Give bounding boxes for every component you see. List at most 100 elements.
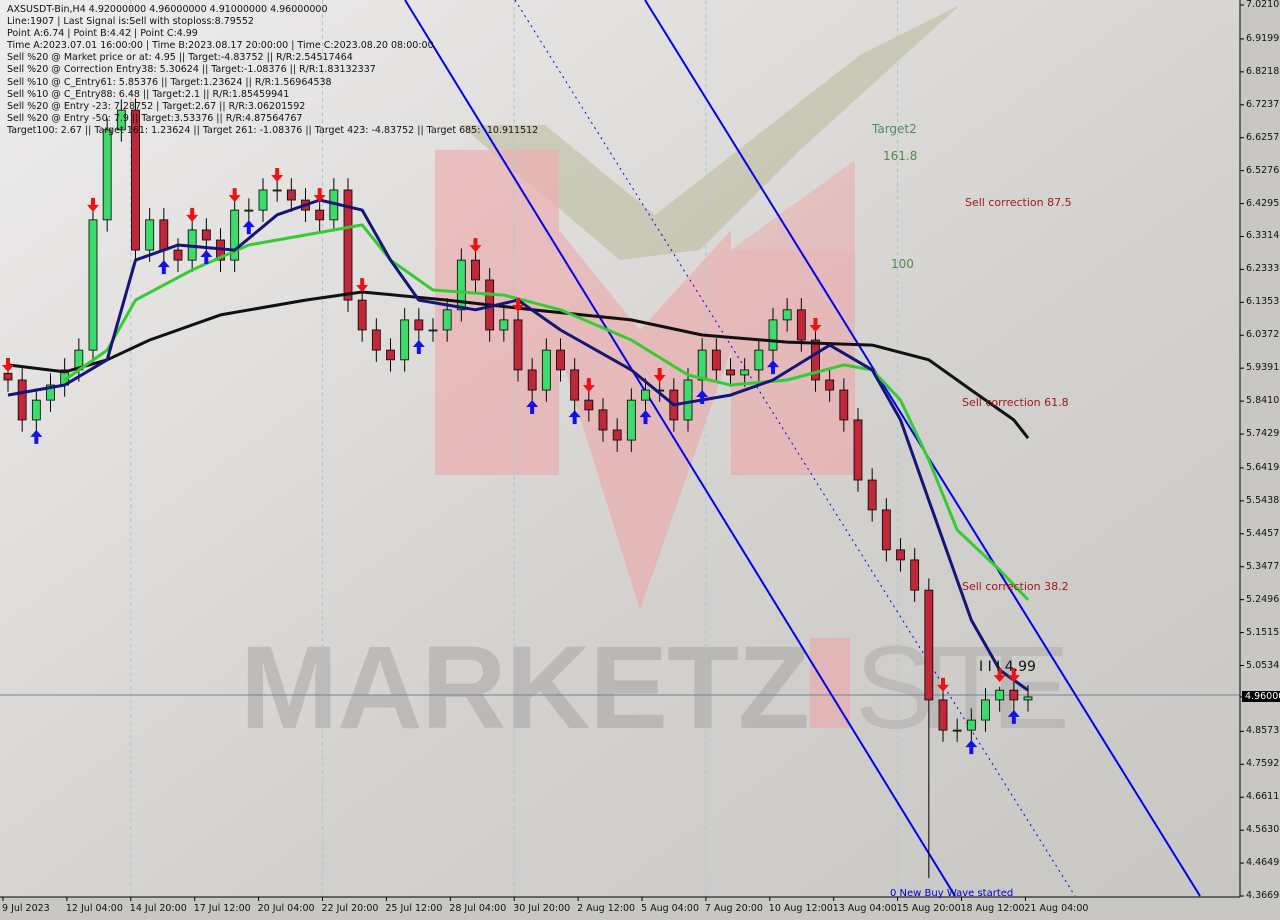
y-tick-label: 4.75923 bbox=[1246, 758, 1280, 770]
x-tick-label: 12 Jul 04:00 bbox=[65, 903, 123, 914]
buy-arrow-icon bbox=[696, 389, 709, 404]
candle-bear bbox=[201, 229, 211, 241]
y-tick-label: 5.05347 bbox=[1246, 659, 1280, 671]
buy-arrow-icon bbox=[1007, 709, 1020, 724]
candle-bear bbox=[867, 479, 877, 511]
candle-bull bbox=[768, 319, 778, 351]
sell-arrow-icon bbox=[653, 368, 666, 383]
candle-bear bbox=[513, 319, 523, 371]
y-tick-label: 6.13531 bbox=[1246, 296, 1280, 308]
candle-bull bbox=[244, 209, 254, 212]
candle-bear bbox=[386, 349, 395, 361]
x-tick-label: 28 Jul 04:00 bbox=[449, 903, 507, 914]
x-tick-label: 7 Aug 20:00 bbox=[704, 903, 763, 914]
candle-bull bbox=[272, 189, 282, 192]
info-entry: Sell %20 @ Correction Entry38: 5.30624 |… bbox=[7, 64, 376, 76]
y-tick-label: 5.64194 bbox=[1246, 461, 1280, 473]
candle-bear bbox=[315, 209, 325, 221]
sell-arrow-icon bbox=[313, 188, 326, 203]
candle-bear bbox=[3, 372, 13, 381]
x-tick-label: 17 Jul 12:00 bbox=[193, 903, 251, 914]
candle-bear bbox=[896, 549, 905, 561]
candle-bull bbox=[116, 109, 126, 131]
candle-bear bbox=[938, 699, 948, 731]
candle-bear bbox=[924, 589, 934, 701]
channel-mid-line bbox=[514, 0, 1076, 897]
sell-arrow-icon bbox=[87, 197, 99, 212]
candle-bull bbox=[102, 129, 112, 221]
y-tick-label: 4.85731 bbox=[1246, 725, 1280, 737]
candle-bear bbox=[286, 189, 296, 201]
sell-arrow-icon bbox=[186, 207, 199, 222]
y-tick-label: 6.62571 bbox=[1246, 131, 1280, 143]
candle-bull bbox=[626, 399, 636, 441]
buy-arrow-icon bbox=[965, 740, 978, 755]
info-entry: Sell %20 @ Market price or at: 4.95 || T… bbox=[7, 52, 353, 64]
info-panel: AXSUSDT-Bin,H4 4.92000000 4.96000000 4.9… bbox=[7, 4, 538, 137]
time-gridlines bbox=[130, 0, 899, 897]
svg-text:MARKETZ: MARKETZ bbox=[240, 622, 810, 754]
x-tick-label: 10 Aug 12:00 bbox=[768, 903, 833, 914]
x-tick-label: 21 Aug 04:00 bbox=[1024, 903, 1089, 914]
buy-arrow-icon bbox=[568, 410, 581, 425]
candle-bear bbox=[173, 249, 183, 261]
y-tick-label: 6.23339 bbox=[1246, 263, 1280, 275]
info-entry: Sell %10 @ C_Entry61: 5.85376 || Target:… bbox=[7, 76, 332, 88]
sell-arrow-icon bbox=[993, 668, 1006, 683]
buy-arrow-icon bbox=[200, 249, 213, 264]
y-tick-label: 5.54386 bbox=[1246, 494, 1280, 506]
y-tick-label: 5.44578 bbox=[1246, 527, 1280, 539]
info-points: Point A:6.74 | Point B:4.42 | Point C:4.… bbox=[7, 28, 198, 40]
candle-bear bbox=[371, 329, 381, 351]
candle-bear bbox=[711, 349, 721, 371]
info-entry: Sell %10 @ C_Entry88: 6.48 || Target:2.1… bbox=[7, 88, 290, 100]
candle-bull bbox=[31, 399, 41, 421]
candle-bear bbox=[726, 369, 735, 376]
sell-correction-61-label: Sell correction 61.8 bbox=[962, 396, 1069, 409]
candle-bear bbox=[357, 299, 367, 331]
sell-arrow-icon bbox=[228, 188, 241, 203]
sell-arrow-icon bbox=[1007, 668, 1020, 683]
sell-arrow-icon bbox=[582, 378, 595, 393]
candle-bull bbox=[428, 329, 438, 332]
ma-green-line bbox=[63, 223, 1030, 601]
y-tick-label: 5.74299 bbox=[1246, 428, 1280, 440]
buy-arrow-icon bbox=[242, 220, 255, 235]
candle-bear bbox=[527, 369, 537, 391]
fib-161-label: 161.8 bbox=[883, 149, 918, 163]
sell-arrow-icon bbox=[512, 297, 524, 312]
y-tick-label: 6.82187 bbox=[1246, 65, 1280, 77]
x-tick-label: 18 Aug 12:00 bbox=[960, 903, 1025, 914]
current-price-tag: 4.96000 bbox=[1242, 690, 1280, 702]
candle-bear bbox=[825, 379, 835, 391]
watermark-logo: MARKETZ SITE bbox=[240, 5, 1070, 754]
svg-text:SITE: SITE bbox=[855, 622, 1070, 754]
x-tick-label: 13 Aug 04:00 bbox=[832, 903, 897, 914]
candle-bear bbox=[796, 309, 806, 341]
x-tick-label: 25 Jul 12:00 bbox=[385, 903, 443, 914]
x-tick-label: 2 Aug 12:00 bbox=[577, 903, 636, 914]
buy-arrow-icon bbox=[30, 429, 43, 444]
x-tick-label: 5 Aug 04:00 bbox=[641, 903, 700, 914]
y-tick-label: 6.03723 bbox=[1246, 329, 1280, 341]
buy-arrow-icon bbox=[412, 339, 425, 354]
y-tick-label: 6.33147 bbox=[1246, 230, 1280, 242]
buy-arrow-icon bbox=[157, 260, 170, 275]
candle-bear bbox=[584, 399, 594, 411]
sell-arrow-icon bbox=[356, 278, 369, 293]
candle-bull bbox=[981, 699, 990, 721]
candle-bull bbox=[966, 719, 976, 731]
buy-arrow-icon bbox=[767, 360, 779, 375]
candle-bear bbox=[159, 219, 169, 251]
candle-bull bbox=[641, 389, 650, 401]
buy-arrow-icon bbox=[526, 400, 539, 415]
candle-bull bbox=[541, 349, 551, 391]
y-tick-label: 6.52763 bbox=[1246, 164, 1280, 176]
wave-status-label: 0 New Buy Wave started bbox=[890, 888, 1014, 899]
candle-bear bbox=[811, 339, 820, 381]
info-times: Time A:2023.07.01 16:00:00 | Time B:2023… bbox=[7, 40, 434, 52]
candle-bull bbox=[442, 309, 452, 331]
